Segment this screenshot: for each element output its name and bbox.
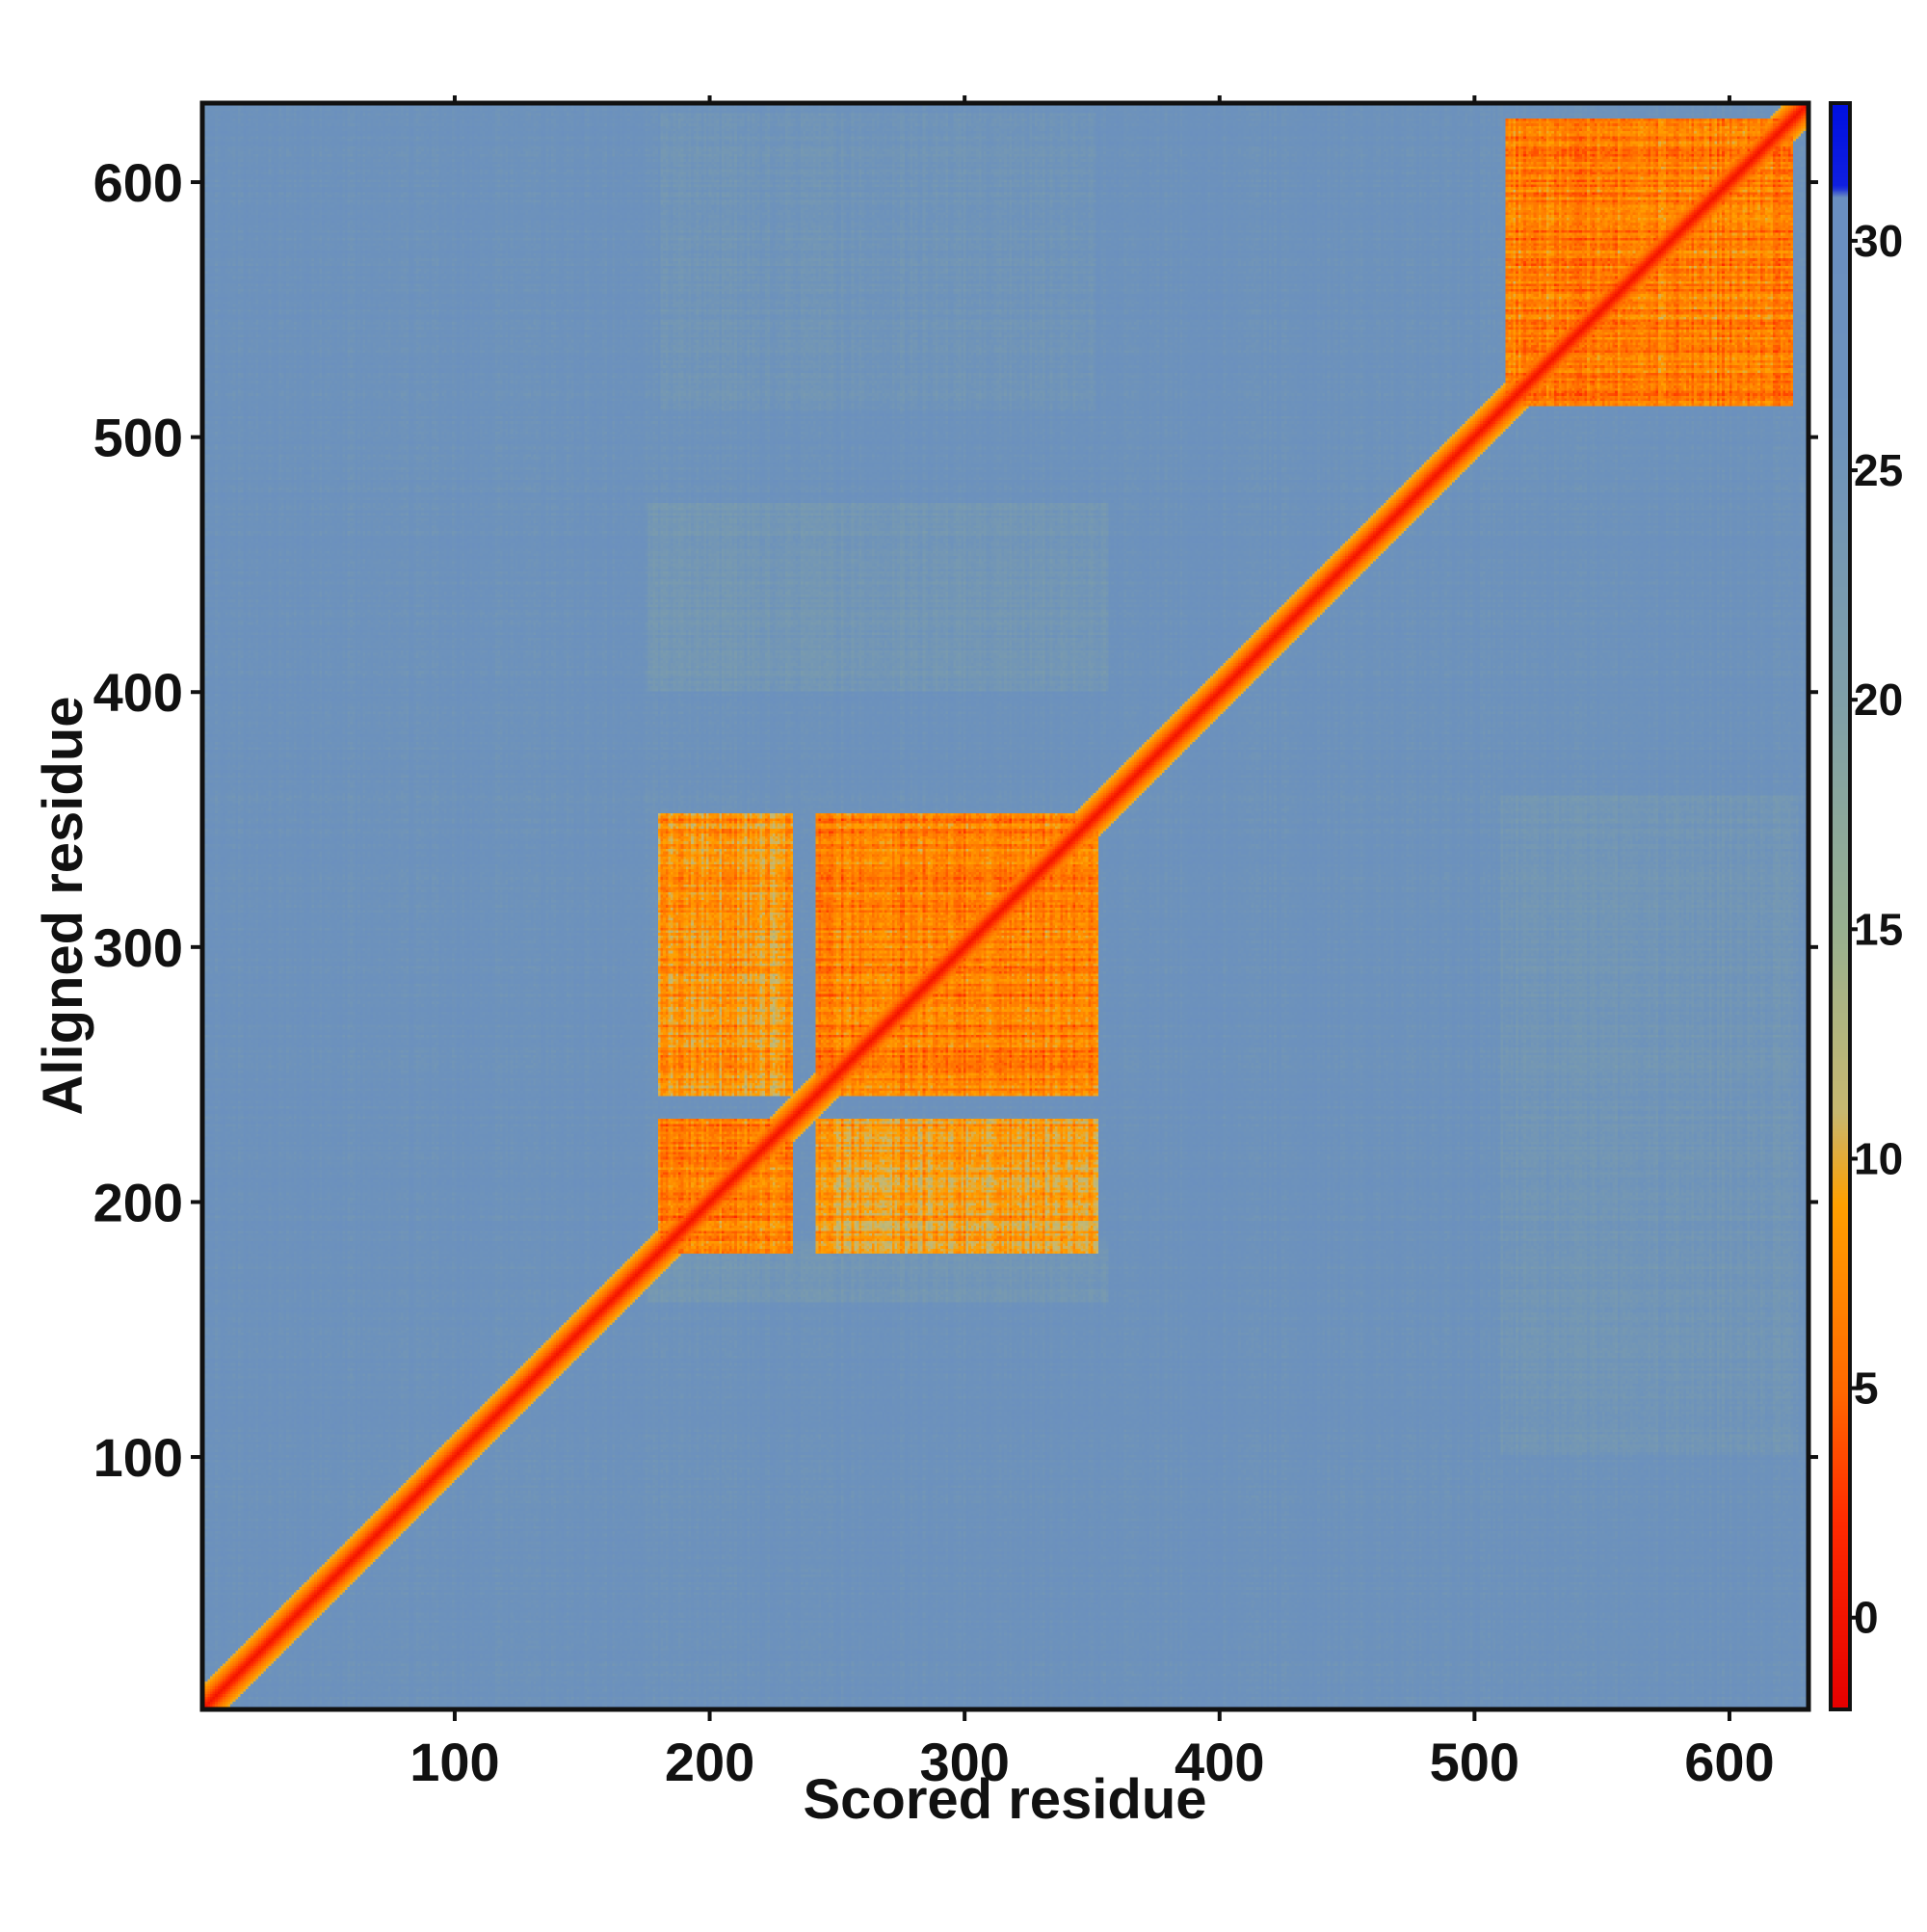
- colorbar-frame: [1829, 101, 1852, 1711]
- colorbar-gradient: [1831, 103, 1850, 1709]
- x-tick-label-200: 200: [665, 1732, 754, 1792]
- colorbar-tick-label-0: 0: [1854, 1593, 1879, 1643]
- colorbar-tick-label-10: 10: [1854, 1133, 1903, 1183]
- colorbar-tick-label-15: 15: [1854, 904, 1903, 954]
- x-tick-label-100: 100: [409, 1732, 499, 1792]
- plot-frame: [199, 100, 1811, 1712]
- colorbar-tick-label-30: 30: [1854, 216, 1903, 266]
- colorbar-tick-label-25: 25: [1854, 445, 1903, 495]
- y-axis-title: Aligned residue: [32, 696, 94, 1115]
- heatmap-area-wrapper: [202, 103, 1808, 1709]
- y-tick-label-400: 400: [93, 662, 183, 723]
- x-tick-label-300: 300: [919, 1732, 1009, 1792]
- heatmap-image: [202, 103, 1808, 1709]
- colorbar-tick-label-5: 5: [1854, 1363, 1879, 1414]
- x-axis-title: Scored residue: [803, 1768, 1206, 1831]
- y-tick-label-300: 300: [93, 917, 183, 978]
- y-tick-label-600: 600: [93, 152, 183, 213]
- x-tick-label-400: 400: [1175, 1732, 1264, 1792]
- axis-ticks: 100 200 300 400 500 600 100 200 300 400 500 600 0 5 10…: [93, 95, 1903, 1792]
- y-tick-label-500: 500: [93, 408, 183, 468]
- colorbar-wrapper: [1831, 103, 1850, 1709]
- y-tick-label-100: 100: [93, 1427, 183, 1488]
- y-tick-label-200: 200: [93, 1172, 183, 1232]
- colorbar-tick-label-20: 20: [1854, 675, 1903, 725]
- x-tick-label-500: 500: [1430, 1732, 1519, 1792]
- x-tick-label-600: 600: [1684, 1732, 1774, 1792]
